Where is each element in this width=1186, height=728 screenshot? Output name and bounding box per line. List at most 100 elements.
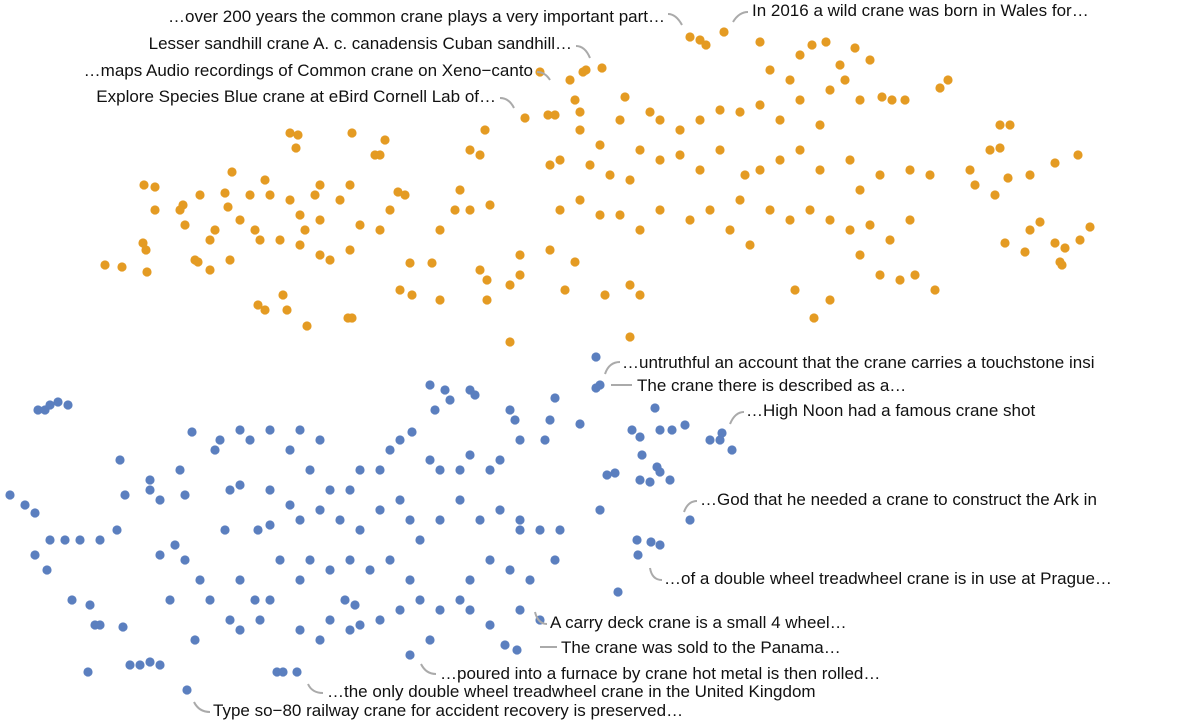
data-point-series-0 [475, 150, 485, 160]
data-point-series-1 [515, 525, 525, 535]
data-point-series-0 [581, 65, 591, 75]
data-point-series-1 [190, 635, 200, 645]
annotation-label: Type so−80 railway crane for accident re… [213, 701, 683, 720]
data-point-series-0 [427, 258, 437, 268]
data-point-series-1 [395, 495, 405, 505]
data-point-series-1 [95, 620, 105, 630]
data-point-series-1 [515, 515, 525, 525]
data-point-series-0 [1003, 173, 1013, 183]
data-point-series-1 [355, 525, 365, 535]
data-point-series-0 [347, 313, 357, 323]
data-point-series-0 [910, 270, 920, 280]
leader-line [534, 611, 548, 625]
data-point-series-0 [840, 75, 850, 85]
data-point-series-1 [375, 465, 385, 475]
data-point-series-1 [465, 605, 475, 615]
data-point-series-1 [535, 525, 545, 535]
leader-line [536, 71, 551, 81]
data-point-series-1 [365, 565, 375, 575]
data-point-series-1 [470, 390, 480, 400]
data-point-series-0 [595, 140, 605, 150]
data-point-series-1 [512, 645, 522, 655]
data-point-series-1 [627, 425, 637, 435]
data-point-series-1 [285, 500, 295, 510]
data-point-series-0 [815, 165, 825, 175]
data-point-series-1 [515, 605, 525, 615]
data-point-series-1 [292, 667, 302, 677]
data-point-series-0 [1085, 222, 1095, 232]
data-point-series-0 [765, 205, 775, 215]
data-point-series-0 [887, 95, 897, 105]
data-point-series-1 [145, 657, 155, 667]
data-point-series-1 [235, 575, 245, 585]
annotation: The crane there is described as a… [611, 376, 906, 395]
data-point-series-0 [785, 75, 795, 85]
data-point-series-1 [155, 550, 165, 560]
data-point-series-1 [33, 405, 43, 415]
data-point-series-1 [405, 515, 415, 525]
data-point-series-0 [715, 105, 725, 115]
data-point-series-0 [405, 258, 415, 268]
data-point-series-1 [265, 595, 275, 605]
data-point-series-0 [775, 155, 785, 165]
annotation-label: …over 200 years the common crane plays a… [168, 7, 665, 26]
data-point-series-0 [970, 180, 980, 190]
data-point-series-1 [67, 595, 77, 605]
data-point-series-1 [135, 660, 145, 670]
data-point-series-0 [995, 143, 1005, 153]
data-point-series-1 [405, 650, 415, 660]
data-point-series-0 [515, 250, 525, 260]
data-point-series-0 [1000, 238, 1010, 248]
data-point-series-1 [435, 515, 445, 525]
data-point-series-1 [500, 640, 510, 650]
data-point-series-0 [565, 75, 575, 85]
data-point-series-1 [235, 425, 245, 435]
annotation-label: …God that he needed a crane to construct… [700, 490, 1097, 509]
data-point-series-0 [795, 145, 805, 155]
data-point-series-1 [83, 667, 93, 677]
data-point-series-1 [305, 465, 315, 475]
data-point-series-1 [180, 490, 190, 500]
data-point-series-0 [285, 128, 295, 138]
data-point-series-1 [425, 380, 435, 390]
data-point-series-1 [425, 635, 435, 645]
data-point-series-0 [900, 95, 910, 105]
data-point-series-0 [345, 245, 355, 255]
data-point-series-0 [795, 95, 805, 105]
data-point-series-0 [585, 160, 595, 170]
data-point-series-1 [245, 435, 255, 445]
data-point-series-1 [278, 667, 288, 677]
annotation: Lesser sandhill crane A. c. canadensis C… [149, 34, 591, 59]
data-point-series-0 [600, 290, 610, 300]
data-point-series-0 [855, 95, 865, 105]
data-point-series-0 [1057, 260, 1067, 270]
data-point-series-1 [285, 445, 295, 455]
data-point-series-0 [435, 225, 445, 235]
data-point-series-0 [570, 257, 580, 267]
data-point-series-0 [625, 175, 635, 185]
data-point-series-1 [415, 595, 425, 605]
data-point-series-1 [325, 565, 335, 575]
data-point-series-1 [112, 525, 122, 535]
data-point-series-0 [735, 107, 745, 117]
annotation-label: …untruthful an account that the crane ca… [622, 353, 1095, 372]
data-point-series-1 [235, 480, 245, 490]
data-point-series-1 [445, 395, 455, 405]
data-point-series-0 [821, 37, 831, 47]
data-point-series-0 [985, 145, 995, 155]
annotation: …High Noon had a famous crane shot [729, 401, 1035, 425]
data-point-series-1 [295, 425, 305, 435]
data-point-series-1 [220, 525, 230, 535]
data-point-series-0 [375, 150, 385, 160]
data-point-series-0 [701, 40, 711, 50]
data-point-series-0 [380, 135, 390, 145]
data-point-series-1 [485, 620, 495, 630]
leader-line [732, 11, 749, 23]
data-point-series-0 [285, 195, 295, 205]
data-point-series-1 [505, 405, 515, 415]
data-point-series-0 [1025, 225, 1035, 235]
data-point-series-0 [815, 120, 825, 130]
data-point-series-1 [515, 435, 525, 445]
data-point-series-0 [265, 190, 275, 200]
data-point-series-0 [850, 43, 860, 53]
